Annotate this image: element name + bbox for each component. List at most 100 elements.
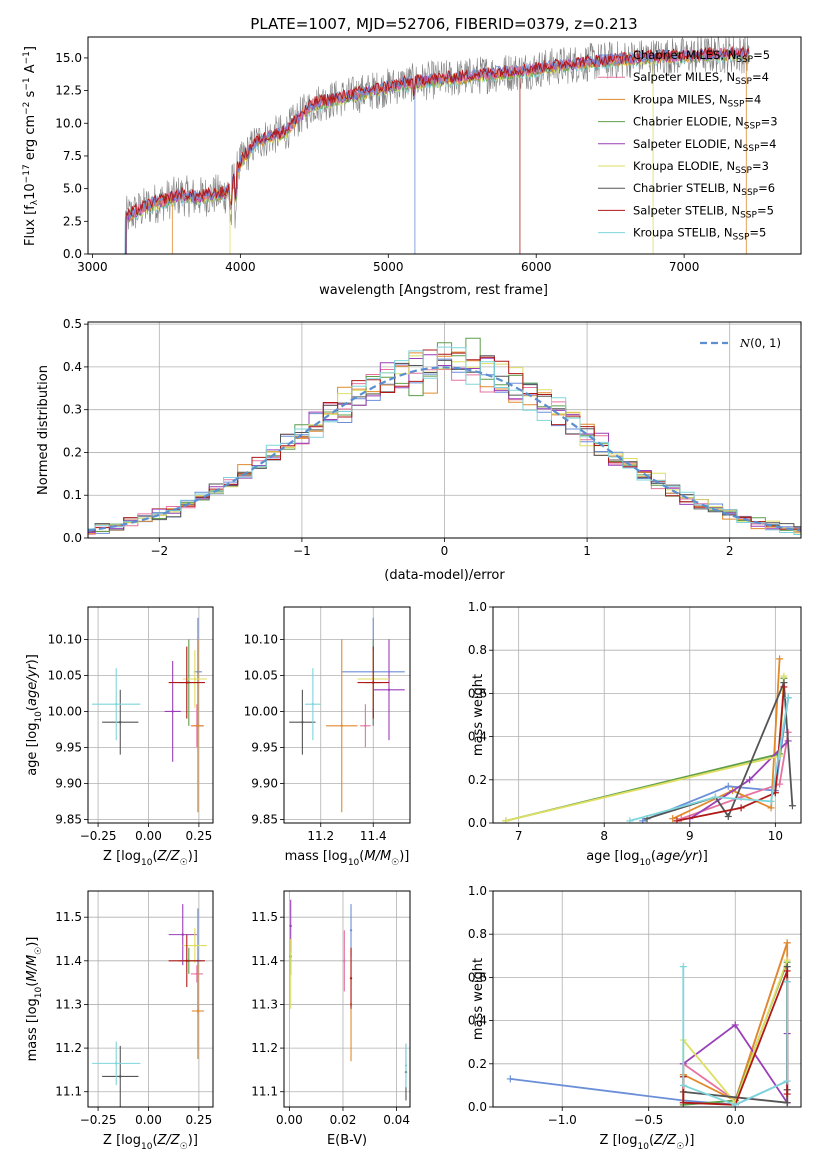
y-tick-label: 11.5: [55, 910, 82, 924]
model-line-SS: [125, 45, 750, 254]
x-tick-label: 0.25: [186, 829, 213, 843]
axes-weight_vs_Z: −1.0 −0.5 0.0 0.0 0.2 0.4 0.6 0.8 1.0 Z [log10(Z/…: [468, 884, 802, 1152]
weight-marker-KS: [711, 793, 719, 801]
x-tick-label: 8: [600, 829, 608, 843]
axes-frame: [283, 606, 411, 824]
y-tick-label: 12.5: [55, 84, 82, 98]
weight-marker-KE: [502, 817, 510, 823]
data-point-SM: [343, 959, 346, 963]
y-tick-label: 0.0: [63, 247, 82, 261]
y-tick-label: 0.8: [468, 927, 487, 941]
y-tick-label: 0.6: [468, 686, 487, 700]
weight-marker-CM: [506, 1075, 514, 1083]
y-tick-label: 0.0: [63, 531, 82, 545]
data-point-CM: [349, 929, 353, 932]
x-tick-label: 7: [515, 829, 523, 843]
data-point-KS: [115, 1062, 118, 1065]
histogram-SE: [88, 354, 801, 534]
y-axis-label: mass weight: [471, 958, 486, 1040]
y-tick-label: 11.1: [55, 1085, 82, 1099]
data-point-SE: [289, 924, 292, 928]
x-tick-label: −1: [293, 544, 311, 558]
x-tick-label: 0.04: [383, 1113, 410, 1127]
weight-marker-KS: [679, 1081, 687, 1089]
y-axis-label: age [log10(age/yr)]: [25, 654, 44, 776]
y-tick-label: 10.10: [244, 632, 278, 646]
y-tick-label: 0.3: [63, 403, 82, 417]
weight-marker-KS: [783, 978, 791, 986]
x-tick-label: −0.5: [634, 1113, 663, 1127]
y-axis-label: Flux [fλ10−17 erg cm−2 s−1 A−1]: [22, 46, 40, 246]
data-point-SE: [387, 688, 391, 691]
plot-area-spectrum: [124, 37, 750, 254]
weight-marker-KS: [783, 1077, 791, 1085]
y-tick-label: 9.95: [251, 740, 278, 754]
weight-marker-CM: [639, 817, 647, 823]
y-tick-label: 0.2: [468, 773, 487, 787]
axes-age_vs_mass: 11.2 11.4 9.85 9.90 9.95 10.00 10.05 10.10 mass …: [244, 606, 411, 868]
y-axis-label: Normed distribution: [36, 365, 51, 495]
legend-entry-KS: Kroupa STELIB, NSSP=5: [633, 226, 766, 243]
weight-marker-CS: [724, 813, 732, 821]
data-point-KE: [193, 944, 197, 947]
axes-age_vs_Z: −0.25 0.00 0.25 9.85 9.90 9.95 10.00 10.05 10.10…: [25, 606, 214, 868]
x-tick-label: 9: [686, 829, 694, 843]
y-tick-label: 0.8: [468, 643, 487, 657]
data-point-SS: [185, 681, 188, 684]
weight-marker-KE: [783, 956, 791, 964]
plot-area-age_vs_Z: [88, 607, 213, 823]
x-tick-label: 10: [768, 829, 783, 843]
y-tick-label: 0.0: [468, 1100, 487, 1114]
data-point-KS: [404, 1064, 408, 1067]
legend: Chabrier MILES, NSSP=5 Salpeter MILES, NS…: [598, 48, 778, 243]
x-tick-label: 4000: [225, 260, 256, 274]
data-point-KE: [193, 677, 197, 681]
legend-entry-KM: Kroupa MILES, NSSP=4: [633, 92, 761, 109]
x-tick-label: −1.0: [548, 1113, 577, 1127]
weight-line-SM: [680, 732, 790, 820]
x-tick-label: 0.0: [726, 1113, 745, 1127]
data-point-KM: [196, 1009, 200, 1013]
y-tick-label: 10.05: [48, 668, 82, 682]
y-tick-label: 2.5: [63, 214, 82, 228]
data-point-KS: [115, 703, 118, 706]
x-axis-label: (data-model)/error: [384, 568, 505, 583]
x-tick-label: −0.25: [80, 829, 117, 843]
data-point-KM: [340, 724, 343, 727]
y-tick-label: 0.2: [468, 1057, 487, 1071]
data-point-CS: [119, 1075, 122, 1078]
data-point-KE: [289, 972, 292, 976]
weight-marker-CS: [788, 802, 796, 810]
weight-marker-SM: [776, 780, 784, 788]
y-axis-label: mass weight: [471, 674, 486, 756]
y-tick-label: 11.1: [251, 1085, 278, 1099]
x-tick-label: 2: [726, 544, 734, 558]
y-tick-label: 11.5: [251, 910, 278, 924]
x-tick-label: 0.00: [135, 1113, 162, 1127]
y-tick-label: 10.0: [55, 116, 82, 130]
y-tick-label: 0.1: [63, 488, 82, 502]
plot-area-weight_vs_Z: [493, 891, 801, 1107]
legend-entry-CM: Chabrier MILES, NSSP=5: [633, 48, 770, 65]
weight-marker-SS: [673, 817, 681, 823]
x-tick-label: 0: [441, 544, 449, 558]
plot-area-age_vs_mass: [284, 607, 410, 823]
weight-marker-SS: [783, 1090, 791, 1098]
plot-area-mass_vs_ebv: [284, 891, 410, 1107]
weight-marker-SS: [737, 804, 745, 812]
weight-marker-KE: [780, 672, 788, 680]
y-tick-label: 11.4: [251, 954, 278, 968]
axes-residuals: N(0, 1) −2 −1 0 1 2 0.0 0.1 0.2 0.3 0.4 0.5 (data-mo…: [36, 317, 802, 583]
legend-entry-SS: Salpeter STELIB, NSSP=5: [633, 203, 774, 220]
x-tick-label: 0.00: [135, 829, 162, 843]
y-tick-label: 11.4: [55, 954, 82, 968]
weight-marker-KM: [767, 804, 775, 812]
y-tick-label: 0.0: [468, 816, 487, 830]
weight-marker-CS: [783, 1099, 791, 1107]
y-tick-label: 9.85: [251, 812, 278, 826]
axes-frame: [87, 36, 802, 255]
y-tick-label: 11.3: [55, 997, 82, 1011]
weight-marker-KS: [731, 1101, 739, 1107]
y-tick-label: 0.4: [468, 730, 487, 744]
